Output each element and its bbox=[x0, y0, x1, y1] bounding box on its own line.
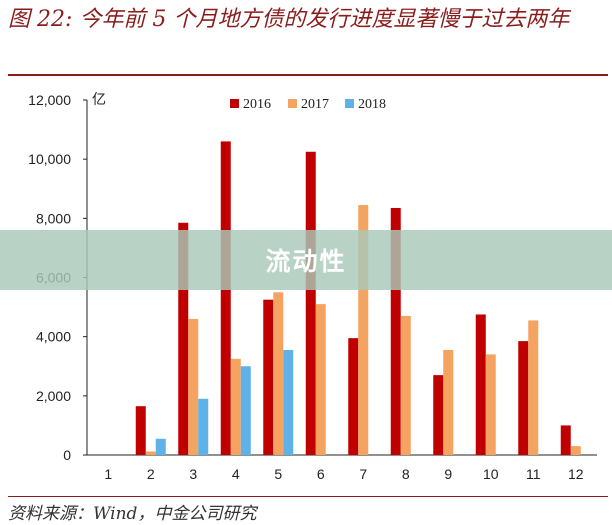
bar-2017-month-7 bbox=[358, 205, 369, 455]
source-note: 资料来源：Wind，中金公司研究 bbox=[8, 504, 257, 524]
bar-2016-month-10 bbox=[475, 314, 486, 455]
watermark-banner: 流动性 bbox=[0, 230, 612, 290]
legend-label-2017: 2017 bbox=[301, 97, 329, 112]
bar-2016-month-2 bbox=[135, 406, 146, 455]
bar-2018-month-2 bbox=[155, 438, 166, 455]
bar-2016-month-4 bbox=[220, 141, 231, 455]
legend-swatch-2018 bbox=[345, 99, 354, 108]
bar-2016-month-8 bbox=[390, 207, 401, 455]
bar-2017-month-11 bbox=[528, 320, 539, 455]
x-tick-label: 2 bbox=[147, 466, 155, 482]
source-divider bbox=[8, 496, 608, 497]
bar-2017-month-9 bbox=[443, 349, 454, 455]
legend-label-2016: 2016 bbox=[243, 97, 271, 112]
bar-2017-month-6 bbox=[315, 304, 326, 455]
y-tick-label: 10,000 bbox=[28, 151, 71, 167]
bar-2017-month-10 bbox=[485, 354, 496, 455]
bar-2016-month-5 bbox=[263, 299, 274, 455]
bar-2016-month-12 bbox=[560, 425, 571, 455]
y-unit-label: 亿 bbox=[92, 91, 106, 107]
legend: 2016 2017 2018 bbox=[230, 97, 386, 112]
x-tick-label: 10 bbox=[483, 466, 499, 482]
bar-2017-month-4 bbox=[230, 358, 241, 455]
bar-2018-month-5 bbox=[283, 349, 294, 455]
y-tick-label: 8,000 bbox=[36, 210, 71, 226]
watermark-text: 流动性 bbox=[265, 247, 347, 276]
bar-2018-month-3 bbox=[198, 398, 209, 455]
x-tick-label: 8 bbox=[402, 466, 410, 482]
bar-2016-month-6 bbox=[305, 151, 316, 455]
bar-2016-month-9 bbox=[433, 375, 444, 455]
y-tick-label: 2,000 bbox=[36, 388, 71, 404]
x-tick-label: 1 bbox=[104, 466, 112, 482]
chart-title: 图 22: 今年前 5 个月地方债的发行进度显著慢于过去两年 bbox=[8, 7, 570, 32]
y-tick-label: 4,000 bbox=[36, 329, 71, 345]
bar-2017-month-12 bbox=[570, 446, 581, 455]
bar-2018-month-4 bbox=[240, 366, 251, 455]
y-tick-label: 0 bbox=[63, 447, 71, 463]
bar-2017-month-2 bbox=[145, 451, 156, 455]
bar-2017-month-5 bbox=[273, 292, 284, 455]
y-tick-label: 12,000 bbox=[28, 92, 71, 108]
bar-2016-month-3 bbox=[178, 222, 189, 455]
legend-swatch-2016 bbox=[230, 99, 239, 108]
x-tick-label: 5 bbox=[274, 466, 282, 482]
x-tick-label: 11 bbox=[526, 466, 541, 482]
x-tick-label: 4 bbox=[232, 466, 240, 482]
bars bbox=[135, 141, 581, 455]
bar-2016-month-7 bbox=[348, 338, 359, 455]
x-tick-label: 3 bbox=[189, 466, 197, 482]
x-tick-label: 7 bbox=[359, 466, 367, 482]
bar-2017-month-3 bbox=[188, 318, 199, 455]
x-tick-label: 12 bbox=[568, 466, 584, 482]
legend-swatch-2017 bbox=[288, 99, 297, 108]
bar-2016-month-11 bbox=[518, 341, 529, 455]
bar-2017-month-8 bbox=[400, 315, 411, 455]
x-tick-label: 9 bbox=[444, 466, 452, 482]
legend-label-2018: 2018 bbox=[358, 97, 386, 112]
x-tick-label: 6 bbox=[317, 466, 325, 482]
title-divider bbox=[8, 74, 608, 76]
